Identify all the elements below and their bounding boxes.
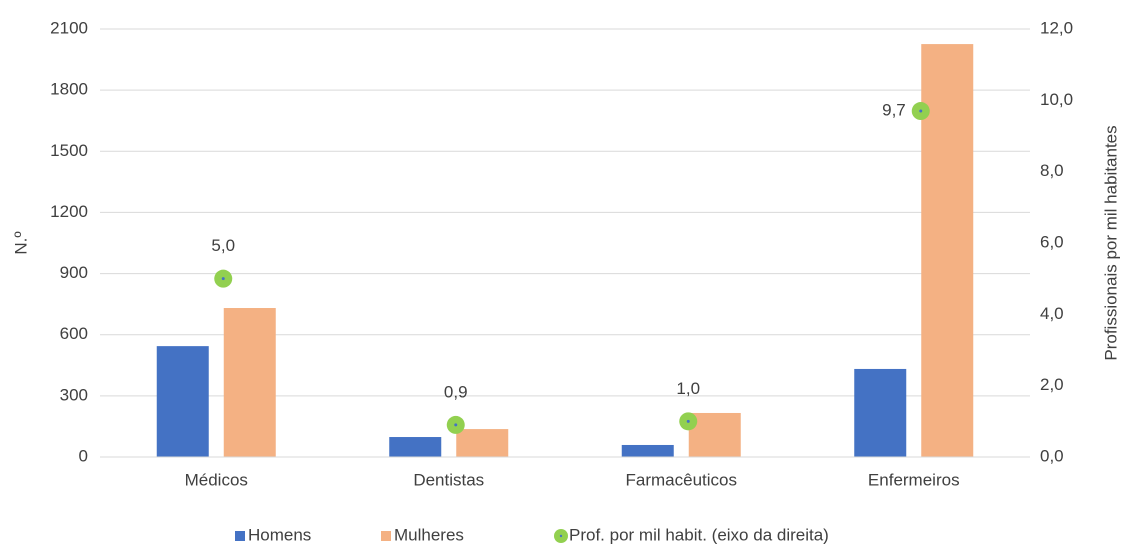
y-axis-label: N.º [11,231,30,254]
y-tick-label: 600 [60,324,88,343]
y2-tick-label: 4,0 [1040,304,1064,323]
y2-axis-label: Profissionais por mil habitantes [1101,125,1120,360]
x-tick-label: Farmacêuticos [626,470,737,489]
y-tick-label: 900 [60,263,88,282]
y-tick-label: 0 [79,446,88,465]
data-label: 5,0 [211,236,235,255]
bar [688,412,741,457]
data-label: 9,7 [882,101,906,120]
data-label: 1,0 [676,379,700,398]
y-tick-label: 2100 [50,18,88,37]
point-center [686,419,690,423]
x-tick-label: Médicos [185,470,248,489]
y2-tick-label: 8,0 [1040,161,1064,180]
legend-label: Prof. por mil habit. (eixo da direita) [569,525,829,544]
y2-tick-label: 2,0 [1040,375,1064,394]
legend-marker [381,531,391,541]
legend-label: Homens [248,525,311,544]
point-center [454,423,458,427]
bar [621,444,674,457]
y2-tick-label: 6,0 [1040,232,1064,251]
bar [921,44,974,457]
bar [156,346,209,457]
bar [223,308,276,457]
bar [389,437,442,457]
y2-tick-label: 12,0 [1040,18,1073,37]
point-center [221,277,225,281]
x-tick-label: Dentistas [413,470,484,489]
point-center [919,109,923,113]
y-tick-label: 1200 [50,202,88,221]
y2-tick-label: 10,0 [1040,90,1073,109]
y2-tick-label: 0,0 [1040,446,1064,465]
legend-marker [235,531,245,541]
y-tick-label: 300 [60,385,88,404]
legend-label: Mulheres [394,525,464,544]
y-tick-label: 1800 [50,80,88,99]
bar [456,429,509,457]
x-tick-label: Enfermeiros [868,470,960,489]
y-tick-label: 1500 [50,141,88,160]
legend-marker-center [559,534,563,538]
bar [854,368,907,457]
data-label: 0,9 [444,382,468,401]
